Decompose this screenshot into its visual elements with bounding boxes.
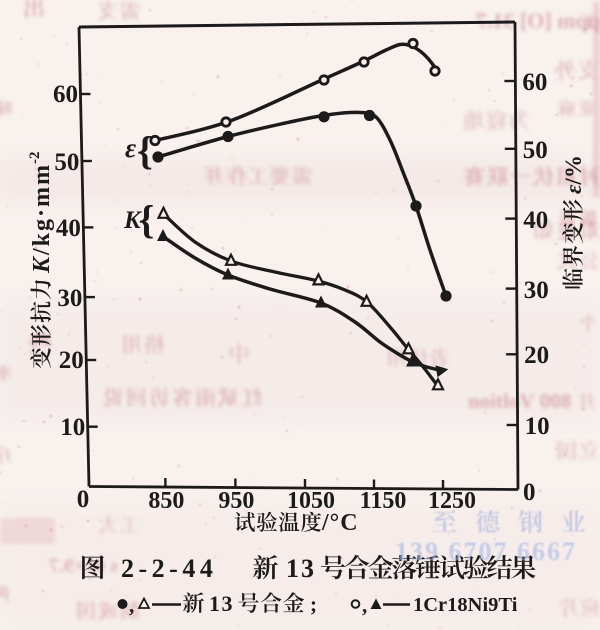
svg-text:0: 0 bbox=[77, 486, 90, 513]
svg-text:13: 13 bbox=[209, 591, 234, 616]
svg-text:1250: 1250 bbox=[428, 488, 476, 514]
svg-text:850: 850 bbox=[148, 488, 184, 514]
svg-text:50: 50 bbox=[523, 137, 548, 164]
svg-text:10: 10 bbox=[525, 413, 550, 440]
svg-text:K: K bbox=[123, 207, 143, 234]
svg-text:1Cr18Ni9Ti: 1Cr18Ni9Ti bbox=[413, 594, 518, 616]
svg-text:40: 40 bbox=[523, 207, 548, 234]
svg-text:139 6707 6667: 139 6707 6667 bbox=[395, 537, 577, 566]
svg-text:40: 40 bbox=[56, 215, 81, 242]
svg-text:1050: 1050 bbox=[287, 488, 335, 514]
svg-text:noitloV 008: noitloV 008 bbox=[468, 389, 571, 413]
svg-text:ε/%: ε/% bbox=[561, 155, 586, 194]
svg-text:60: 60 bbox=[522, 69, 547, 96]
svg-text:/°C: /°C bbox=[321, 510, 359, 536]
svg-text:13: 13 bbox=[286, 554, 316, 583]
svg-text:20: 20 bbox=[59, 347, 84, 374]
svg-text:-2: -2 bbox=[27, 152, 43, 165]
svg-text:30: 30 bbox=[57, 285, 82, 312]
svg-text:10: 10 bbox=[60, 414, 85, 441]
svg-text:30: 30 bbox=[524, 277, 549, 304]
svg-text:{: { bbox=[137, 128, 153, 173]
svg-text:1150: 1150 bbox=[360, 488, 407, 514]
svg-text:,: , bbox=[362, 593, 367, 617]
svg-text:{: { bbox=[139, 197, 155, 242]
svg-text:950: 950 bbox=[218, 488, 254, 514]
svg-text:K/kg·mm: K/kg·mm bbox=[29, 163, 55, 274]
svg-text:ε: ε bbox=[125, 133, 136, 163]
svg-text:60: 60 bbox=[53, 81, 78, 108]
svg-text:,: , bbox=[129, 593, 134, 617]
svg-text:2-2-44: 2-2-44 bbox=[121, 554, 217, 583]
svg-text:;: ; bbox=[310, 592, 317, 616]
svg-text:50: 50 bbox=[54, 149, 79, 176]
svg-text:20: 20 bbox=[524, 342, 549, 369]
svg-text:0: 0 bbox=[523, 479, 536, 506]
svg-text:ppm [O] 31.7: ppm [O] 31.7 bbox=[476, 8, 600, 33]
